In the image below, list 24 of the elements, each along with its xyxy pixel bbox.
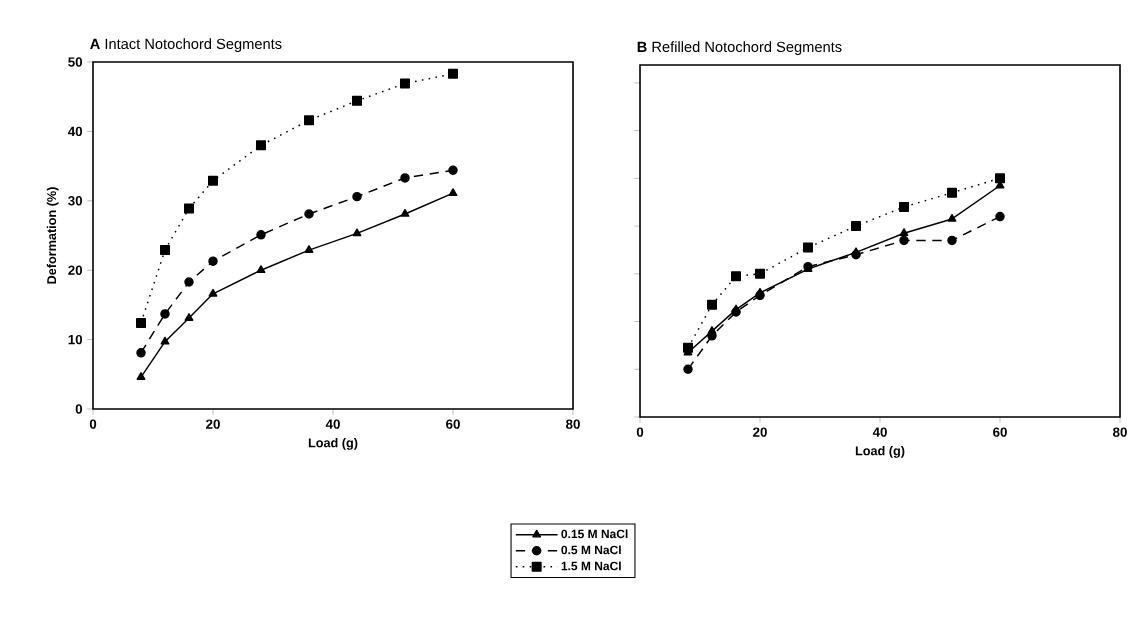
x-tick-label: 20 [753, 427, 767, 437]
y-tick-label: 0 [75, 404, 83, 414]
y-tick-label: 30 [68, 196, 83, 206]
x-tick-label: 40 [872, 427, 887, 437]
x-tick-label: 60 [446, 419, 460, 429]
y-tick-label: 50 [68, 57, 83, 67]
chart-title: A Intact Notochord Segments [90, 38, 282, 52]
x-tick-label: 0 [636, 427, 644, 437]
y-tick-label: 10 [68, 334, 83, 345]
legend-label: 1.5 M NaCl [561, 561, 621, 571]
x-tick-label: 80 [566, 419, 580, 429]
x-tick-label: 20 [206, 419, 220, 429]
y-tick-label: 20 [68, 265, 83, 275]
x-axis-title: Load (g) [855, 445, 905, 458]
chart-title: B Refilled Notochord Segments [637, 41, 842, 55]
y-tick-label: 40 [67, 126, 83, 137]
legend-label: 0.5 M NaCl [561, 545, 621, 555]
x-tick-label: 60 [993, 427, 1007, 437]
x-tick-label: 0 [89, 419, 97, 429]
legend-label: 0.15 M NaCl [561, 529, 628, 539]
x-tick-label: 80 [1113, 427, 1127, 437]
x-axis-title: Load (g) [308, 438, 358, 450]
y-axis-title: Deformation (%) [46, 187, 59, 284]
x-tick-label: 40 [325, 419, 340, 429]
